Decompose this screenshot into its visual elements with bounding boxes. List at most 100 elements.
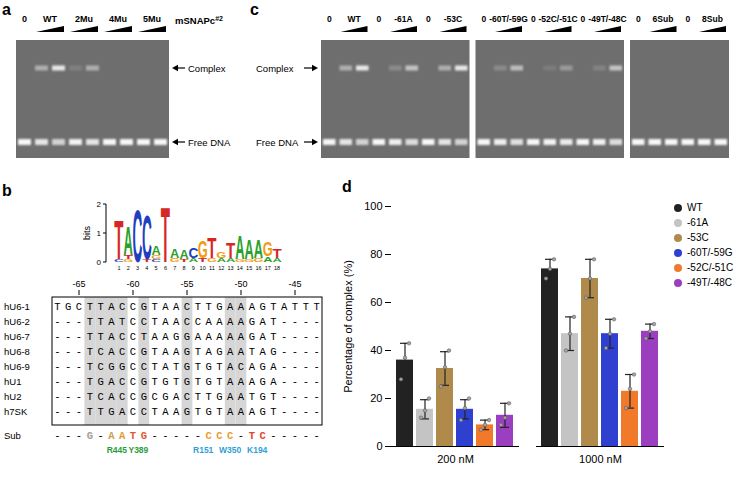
- svg-text:a: a: [2, 1, 11, 18]
- svg-text:A: A: [173, 406, 180, 418]
- svg-text:T: T: [270, 391, 276, 403]
- svg-text:A: A: [227, 301, 234, 313]
- svg-text:C: C: [130, 406, 136, 418]
- svg-text:C: C: [205, 430, 212, 442]
- svg-text:hU6-7: hU6-7: [4, 331, 30, 342]
- svg-text:-: -: [76, 331, 82, 343]
- svg-text:A: A: [238, 391, 245, 403]
- svg-text:T: T: [313, 301, 319, 313]
- svg-text:G: G: [184, 406, 190, 418]
- svg-text:A: A: [216, 316, 223, 328]
- svg-text:T: T: [97, 406, 103, 418]
- svg-text:-: -: [54, 376, 60, 388]
- svg-text:-: -: [292, 361, 298, 373]
- svg-text:A: A: [238, 406, 245, 418]
- svg-text:G: G: [270, 346, 276, 358]
- svg-text:-52C/-51C: -52C/-51C: [538, 14, 577, 24]
- svg-text:60: 60: [370, 296, 382, 308]
- svg-text:G: G: [263, 238, 273, 261]
- svg-text:C: C: [184, 316, 190, 328]
- svg-text:-: -: [76, 391, 82, 403]
- svg-text:A: A: [124, 218, 133, 262]
- svg-text:T: T: [226, 238, 236, 262]
- svg-text:-53C: -53C: [444, 14, 462, 24]
- svg-text:T: T: [292, 301, 298, 313]
- svg-text:-: -: [76, 376, 82, 388]
- svg-text:-: -: [292, 430, 298, 442]
- svg-text:A: A: [238, 316, 245, 328]
- svg-text:C: C: [130, 301, 136, 313]
- svg-text:-: -: [281, 316, 287, 328]
- svg-text:T: T: [270, 301, 276, 313]
- svg-text:G: G: [216, 346, 222, 358]
- svg-text:-49T/-48C: -49T/-48C: [588, 14, 626, 24]
- svg-text:-: -: [313, 361, 319, 373]
- svg-text:14: 14: [237, 265, 243, 271]
- svg-text:Y389: Y389: [128, 445, 148, 455]
- svg-text:T: T: [87, 331, 93, 343]
- svg-text:C: C: [184, 391, 190, 403]
- svg-text:A: A: [245, 233, 254, 265]
- svg-text:hU6-9: hU6-9: [4, 361, 30, 372]
- svg-text:G: G: [205, 406, 211, 418]
- svg-text:T: T: [151, 376, 157, 388]
- svg-text:1: 1: [117, 265, 120, 271]
- svg-text:18: 18: [274, 265, 280, 271]
- svg-text:A: A: [151, 331, 158, 343]
- svg-text:3: 3: [136, 265, 139, 271]
- svg-text:-: -: [65, 361, 71, 373]
- svg-text:A: A: [249, 406, 256, 418]
- svg-text:G: G: [141, 346, 147, 358]
- svg-text:-: -: [292, 346, 298, 358]
- svg-text:T: T: [173, 376, 179, 388]
- svg-text:7: 7: [173, 265, 176, 271]
- svg-text:T: T: [87, 316, 93, 328]
- svg-text:0: 0: [327, 14, 332, 24]
- svg-text:-60: -60: [126, 279, 139, 289]
- svg-text:A: A: [108, 301, 115, 313]
- svg-text:-: -: [303, 376, 309, 388]
- svg-text:5: 5: [155, 265, 158, 271]
- svg-text:-: -: [303, 361, 309, 373]
- svg-text:17: 17: [265, 265, 271, 271]
- svg-text:T: T: [87, 406, 93, 418]
- svg-text:C: C: [142, 201, 152, 273]
- svg-text:A: A: [238, 301, 245, 313]
- svg-text:G: G: [97, 376, 103, 388]
- svg-text:C: C: [227, 430, 234, 442]
- svg-text:C: C: [259, 430, 266, 442]
- svg-text:G: G: [141, 430, 147, 442]
- svg-text:G: G: [259, 391, 265, 403]
- svg-text:G: G: [119, 361, 125, 373]
- svg-text:-: -: [292, 331, 298, 343]
- svg-text:-: -: [238, 430, 244, 442]
- svg-text:A: A: [173, 301, 180, 313]
- svg-text:C: C: [119, 346, 125, 358]
- svg-text:-: -: [303, 406, 309, 418]
- svg-text:C: C: [97, 391, 103, 403]
- svg-text:A: A: [259, 346, 266, 358]
- svg-text:T: T: [97, 331, 103, 343]
- svg-text:-: -: [292, 406, 298, 418]
- svg-text:C: C: [97, 361, 103, 373]
- svg-text:-: -: [313, 376, 319, 388]
- svg-text:hU6-8: hU6-8: [4, 346, 30, 357]
- svg-text:mSNAPc#2: mSNAPc#2: [175, 15, 223, 27]
- svg-text:hU6-1: hU6-1: [4, 301, 30, 312]
- svg-text:5Mu: 5Mu: [143, 14, 161, 24]
- svg-text:G: G: [184, 376, 190, 388]
- svg-text:-: -: [281, 331, 287, 343]
- svg-text:G: G: [141, 391, 147, 403]
- svg-text:A: A: [108, 316, 115, 328]
- svg-text:C: C: [130, 361, 136, 373]
- svg-text:C: C: [119, 391, 125, 403]
- svg-text:A: A: [259, 331, 266, 343]
- svg-text:-: -: [54, 361, 60, 373]
- svg-text:-: -: [313, 406, 319, 418]
- svg-text:A: A: [162, 301, 169, 313]
- svg-text:T: T: [270, 331, 276, 343]
- svg-text:T: T: [97, 316, 103, 328]
- svg-text:T: T: [161, 191, 170, 278]
- svg-text:6Sub: 6Sub: [653, 14, 674, 24]
- svg-text:C: C: [130, 331, 136, 343]
